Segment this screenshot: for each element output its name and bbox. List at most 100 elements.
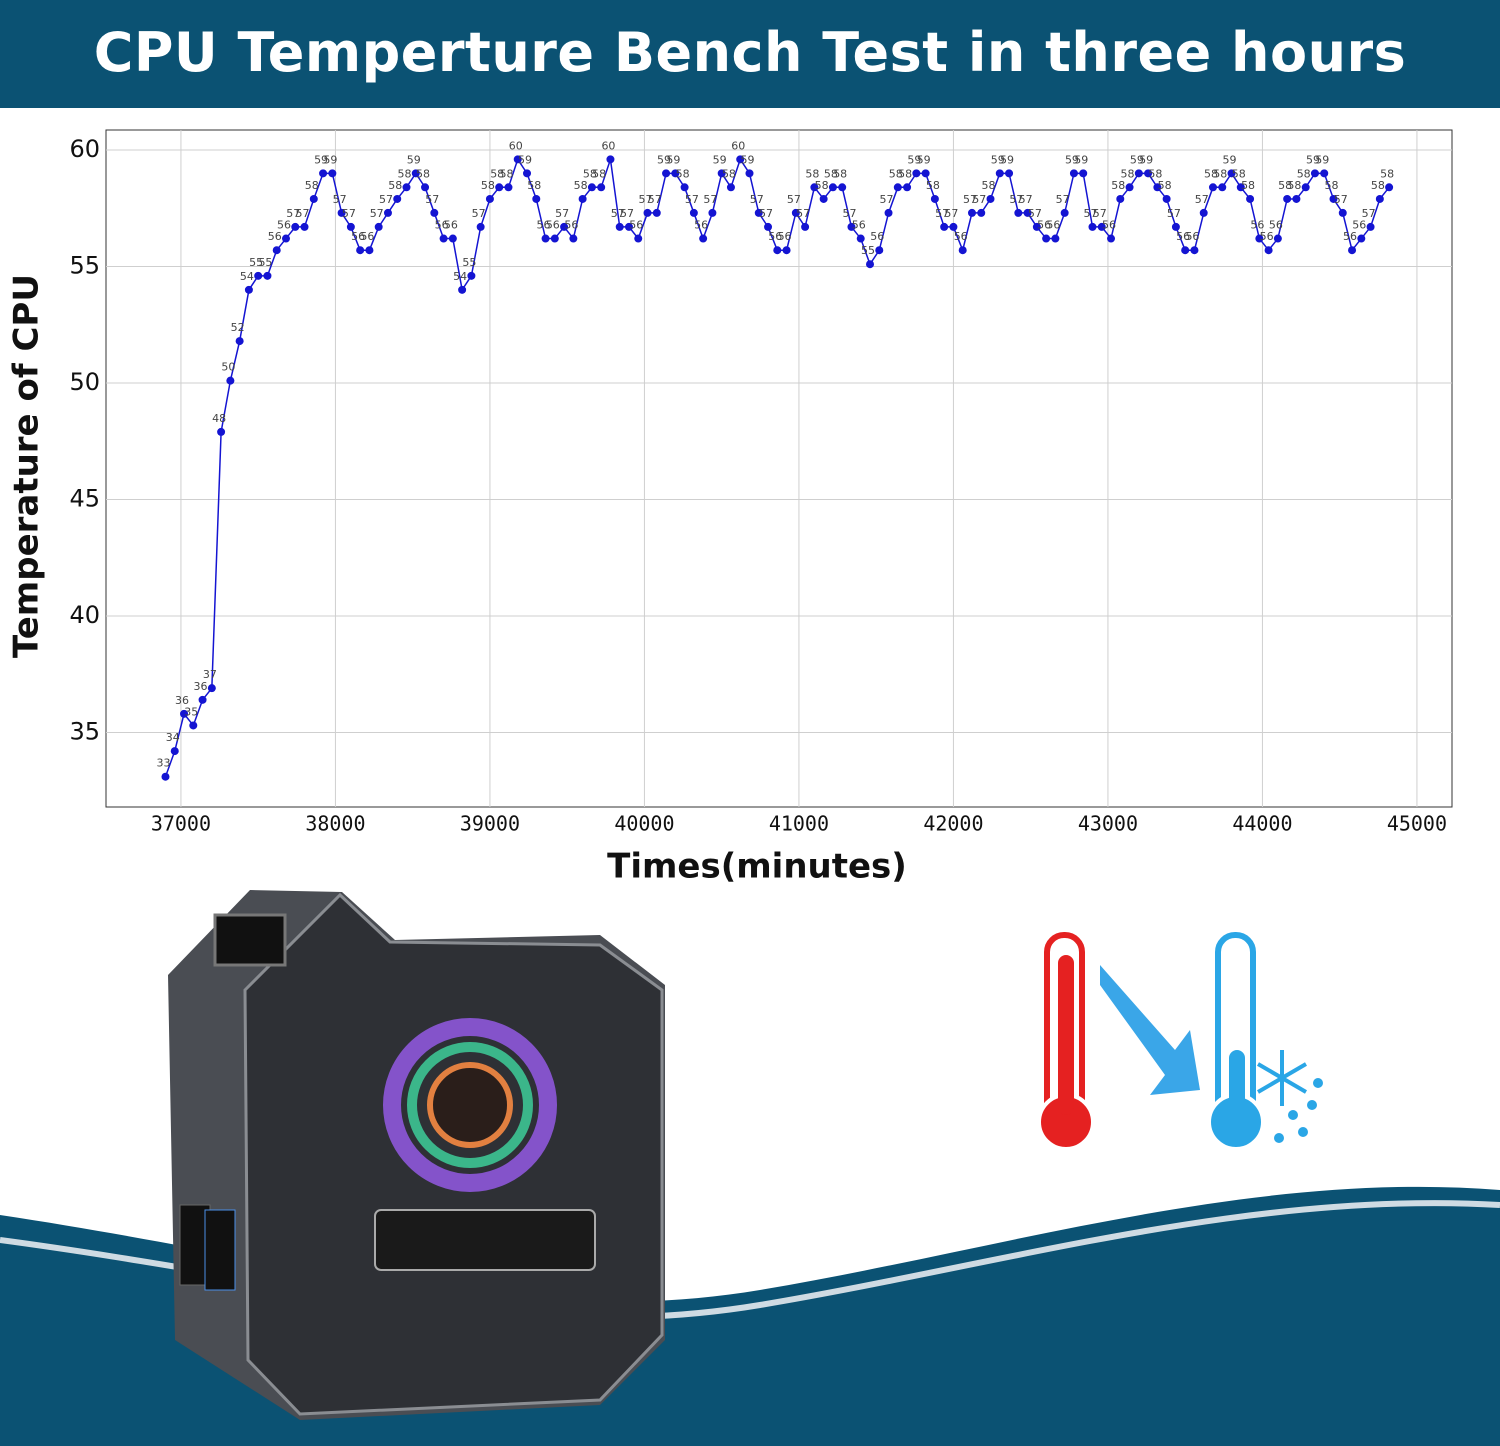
point [1199,208,1208,217]
data-label: 57 [648,193,662,206]
y-tick-label: 45 [69,484,100,512]
data-label: 57 [787,193,801,206]
data-label: 57 [842,207,856,220]
data-label: 57 [944,207,958,220]
data-label: 33 [156,757,170,770]
point [773,246,782,255]
point [921,169,930,178]
point [634,234,643,243]
point [170,747,179,756]
point [1301,183,1310,192]
point [448,234,457,243]
data-label: 56 [954,230,968,243]
data-label: 56 [1185,230,1199,243]
point [699,234,708,243]
data-label: 56 [1260,230,1274,243]
point [689,208,698,217]
data-label: 36 [194,680,208,693]
data-label: 57 [972,193,986,206]
x-tick-label: 41000 [769,812,829,836]
x-tick-label: 42000 [923,812,983,836]
data-label: 57 [963,193,977,206]
x-axis-title: Times(minutes) [607,847,907,887]
data-label: 56 [694,219,708,232]
title-banner: CPU Temperture Bench Test in three hours [0,0,1500,108]
data-label: 56 [537,219,551,232]
point [439,234,448,243]
x-tick-label: 45000 [1387,812,1447,836]
data-label: 36 [175,694,189,707]
point [1005,169,1014,178]
x-tick-label: 40000 [614,812,674,836]
data-label: 57 [759,207,773,220]
point [1162,194,1171,203]
point [791,208,800,217]
data-label: 58 [1371,179,1385,192]
illustration [0,890,1500,1446]
point [421,183,430,192]
point [1042,234,1051,243]
point [652,208,661,217]
point [903,183,912,192]
point [977,208,986,217]
data-label: 56 [870,230,884,243]
data-label: 58 [574,179,588,192]
data-label: 55 [258,256,272,269]
point [1023,208,1032,217]
data-label: 57 [296,207,310,220]
point [615,222,624,231]
point [1125,183,1134,192]
data-label: 57 [425,193,439,206]
data-label: 56 [1102,219,1116,232]
point [671,169,680,178]
point [597,183,606,192]
data-label: 59 [1315,153,1329,166]
data-label: 58 [898,167,912,180]
point [393,194,402,203]
data-label: 50 [221,361,235,374]
data-label: 58 [499,167,513,180]
point [1338,208,1347,217]
y-tick-label: 55 [69,252,100,280]
data-label: 59 [907,153,921,166]
point [161,772,170,781]
point [754,208,763,217]
point [764,222,773,231]
y-tick-label: 60 [69,135,100,163]
y-tick-label: 50 [69,368,100,396]
data-label: 57 [1093,207,1107,220]
point [578,194,587,203]
data-label: 57 [1195,193,1209,206]
point [300,222,309,231]
data-label: 57 [639,193,653,206]
point [226,376,235,385]
fan-ring [407,1042,533,1168]
data-label: 57 [750,193,764,206]
point [1246,194,1255,203]
data-label: 58 [722,167,736,180]
point [1236,183,1245,192]
point [819,194,828,203]
point [1107,234,1116,243]
data-label: 57 [555,207,569,220]
point [309,194,318,203]
data-label: 58 [1297,167,1311,180]
data-label: 59 [1000,153,1014,166]
data-label: 58 [592,167,606,180]
data-label: 57 [1167,207,1181,220]
point [643,208,652,217]
data-label: 55 [249,256,263,269]
point [1227,169,1236,178]
data-label: 58 [1111,179,1125,192]
point [467,271,476,280]
data-label: 57 [1334,193,1348,206]
plot-area [105,129,1453,808]
point [1264,246,1273,255]
data-label: 59 [1130,153,1144,166]
point [374,222,383,231]
point [346,222,355,231]
data-label: 59 [713,153,727,166]
point [328,169,337,178]
data-label: 55 [462,256,476,269]
data-label: 59 [657,153,671,166]
